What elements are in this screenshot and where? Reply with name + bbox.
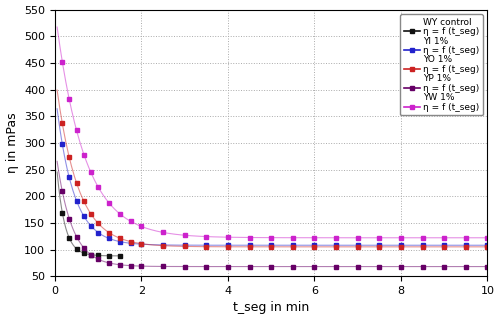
Y-axis label: η in mPas: η in mPas [6,113,18,173]
Legend: WY control, η = f (t_seg), YI 1%, η = f (t_seg), YO 1%, η = f (t_seg), YP 1%, η : WY control, η = f (t_seg), YI 1%, η = f … [400,14,483,115]
X-axis label: t_seg in min: t_seg in min [233,301,310,315]
